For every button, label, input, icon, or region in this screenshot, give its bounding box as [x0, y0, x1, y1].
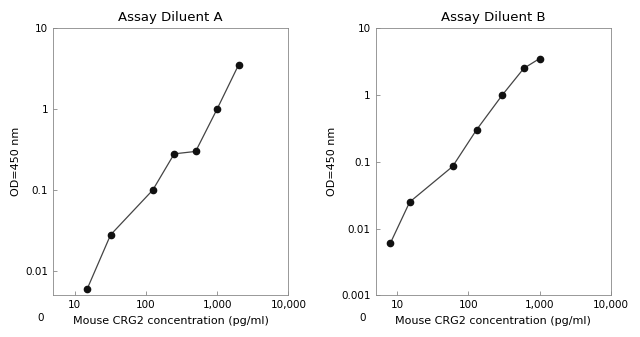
X-axis label: Mouse CRG2 concentration (pg/ml): Mouse CRG2 concentration (pg/ml) — [396, 316, 591, 326]
X-axis label: Mouse CRG2 concentration (pg/ml): Mouse CRG2 concentration (pg/ml) — [73, 316, 269, 326]
Title: Assay Diluent B: Assay Diluent B — [441, 11, 546, 24]
Text: 0: 0 — [360, 313, 366, 323]
Y-axis label: OD=450 nm: OD=450 nm — [327, 127, 337, 196]
Y-axis label: OD=450 nm: OD=450 nm — [11, 127, 21, 196]
Text: 0: 0 — [37, 313, 44, 323]
Title: Assay Diluent A: Assay Diluent A — [118, 11, 223, 24]
